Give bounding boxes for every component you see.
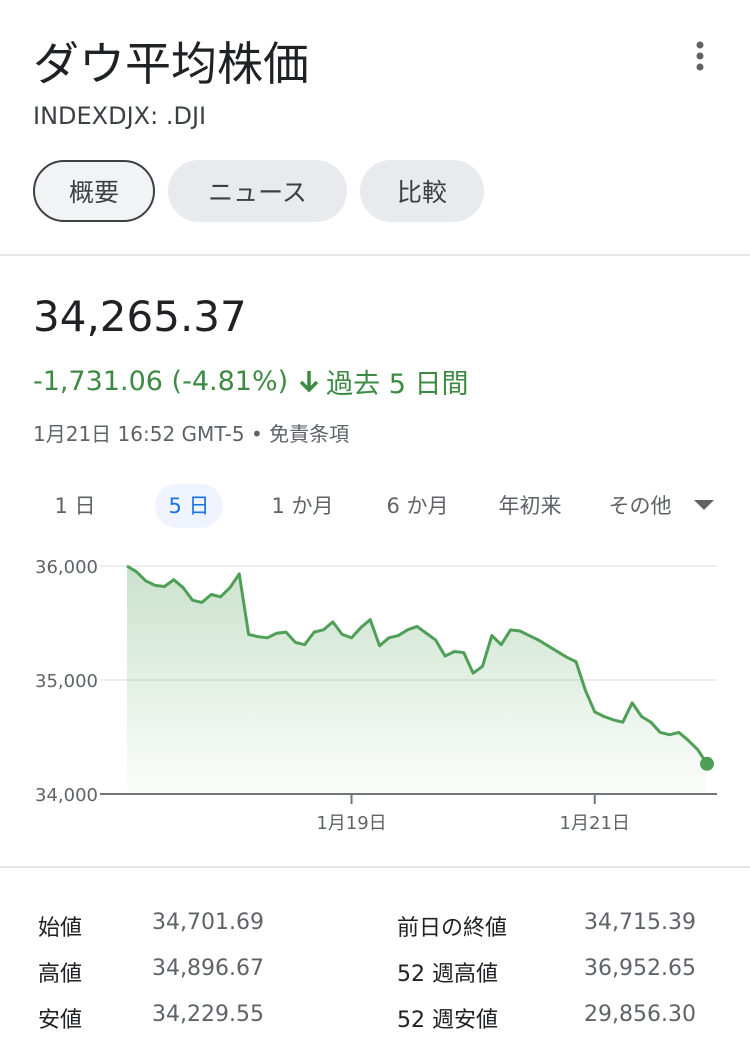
stat-label: 前日の終値 bbox=[397, 916, 508, 941]
dropdown-icon[interactable] bbox=[693, 498, 715, 512]
price: 34,265.37 bbox=[33, 292, 247, 341]
range-option[interactable]: 1 か月 bbox=[271, 494, 334, 518]
divider bbox=[0, 866, 750, 868]
stat-label: 始値 bbox=[38, 916, 83, 941]
range-option[interactable]: その他 bbox=[608, 494, 672, 518]
chart: 34,000 35,000 36,000 1月19日 1月21日 bbox=[35, 557, 717, 834]
stat-value: 34,229.55 bbox=[152, 1002, 264, 1027]
range-option[interactable]: 5 日 bbox=[155, 484, 223, 528]
stat-value: 34,896.67 bbox=[152, 956, 264, 981]
stat-label: 52 週高値 bbox=[397, 962, 498, 987]
stat-value: 34,715.39 bbox=[584, 910, 696, 935]
tab[interactable]: 比較 bbox=[360, 160, 484, 222]
range-option[interactable]: 年初来 bbox=[498, 494, 562, 518]
title: ダウ平均株価 bbox=[33, 37, 309, 91]
range-option[interactable]: 6 か月 bbox=[386, 494, 449, 518]
change: -1,731.06 (-4.81%) bbox=[33, 366, 289, 397]
divider bbox=[0, 254, 750, 256]
stat-label: 安値 bbox=[38, 1008, 83, 1033]
tab[interactable]: ニュース bbox=[168, 160, 347, 222]
price-line bbox=[126, 564, 709, 765]
y-tick-label: 34,000 bbox=[35, 785, 98, 806]
y-tick-label: 35,000 bbox=[35, 671, 98, 692]
tab[interactable]: 概要 bbox=[33, 160, 155, 222]
timestamp: 1月21日 16:52 GMT-5 • 免責条項 bbox=[33, 422, 350, 446]
last-point bbox=[700, 756, 714, 771]
area-fill bbox=[127, 566, 707, 794]
stat-value: 29,856.30 bbox=[584, 1002, 696, 1027]
stat-value: 34,701.69 bbox=[152, 910, 264, 935]
x-tick-label: 1月19日 bbox=[316, 813, 386, 834]
x-tick-label: 1月21日 bbox=[560, 813, 630, 834]
stat-label: 52 週安値 bbox=[397, 1008, 498, 1033]
ticker: INDEXDJX: .DJI bbox=[33, 102, 207, 130]
menu-button[interactable] bbox=[690, 40, 710, 72]
stat-value: 36,952.65 bbox=[584, 956, 696, 981]
period: 過去 5 日間 bbox=[326, 369, 469, 400]
stat-label: 高値 bbox=[38, 962, 83, 987]
y-tick-label: 36,000 bbox=[35, 557, 98, 578]
range-option[interactable]: 1 日 bbox=[54, 494, 96, 518]
down-arrow bbox=[299, 370, 319, 392]
change-row: -1,731.06 (-4.81%) 過去 5 日間 bbox=[33, 362, 469, 401]
